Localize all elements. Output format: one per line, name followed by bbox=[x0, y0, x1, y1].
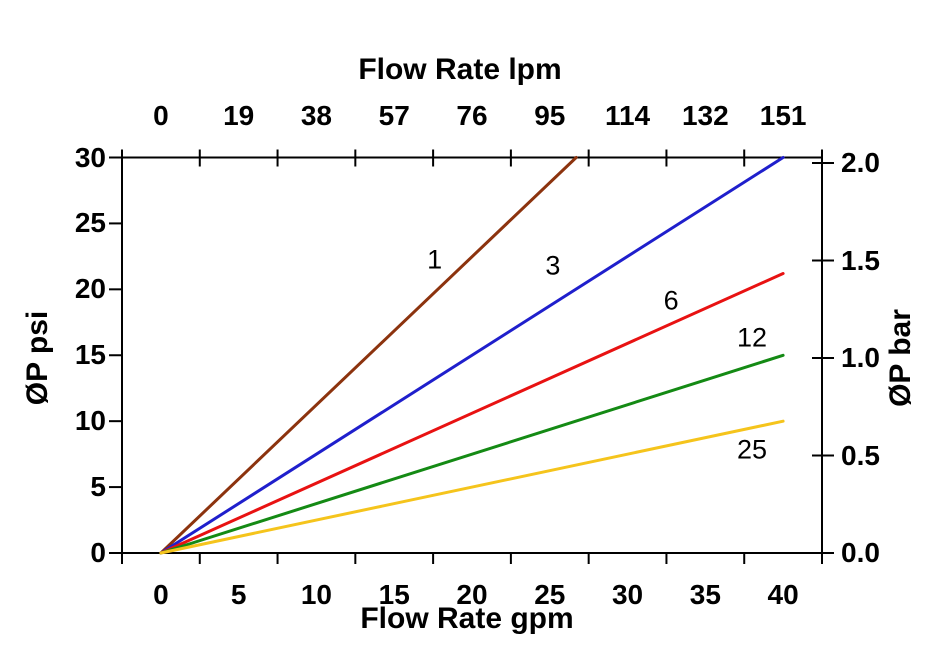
bottom-axis-tick-label: 10 bbox=[300, 579, 333, 610]
top-axis-tick-label: 76 bbox=[456, 100, 488, 131]
bottom-axis-tick-label: 25 bbox=[534, 579, 566, 610]
left-axis-tick-label: 20 bbox=[74, 273, 106, 305]
top-axis-tick-label: 114 bbox=[604, 100, 651, 131]
bottom-axis-tick-label: 15 bbox=[378, 579, 410, 610]
left-axis-tick-label: 25 bbox=[74, 207, 106, 239]
bottom-axis-tick-label: 20 bbox=[456, 579, 488, 610]
left-axis-tick-label: 30 bbox=[74, 141, 106, 173]
left-axis-tick-label: 5 bbox=[90, 471, 106, 503]
series-line-6 bbox=[159, 272, 785, 555]
bottom-axis-tick-label: 35 bbox=[689, 579, 721, 610]
series-line-3 bbox=[159, 156, 785, 555]
right-axis-tick-label: 1.5 bbox=[841, 244, 880, 276]
right-axis-tick-label: 1.0 bbox=[841, 342, 880, 373]
top-axis-tick-label: 132 bbox=[681, 100, 729, 131]
top-axis-title: Flow Rate lpm bbox=[358, 53, 562, 86]
top-axis-tick-label: 57 bbox=[378, 100, 410, 131]
bottom-axis-tick-label: 30 bbox=[611, 579, 644, 610]
series-line-1 bbox=[159, 156, 578, 555]
series-label-1: 1 bbox=[427, 244, 443, 275]
bottom-axis-tick-label: 0 bbox=[153, 579, 169, 610]
top-axis-tick-label: 95 bbox=[534, 100, 566, 131]
top-axis-tick-label: 38 bbox=[300, 100, 333, 131]
left-axis-tick-label: 10 bbox=[74, 405, 106, 437]
series-line-25 bbox=[159, 419, 785, 555]
top-axis-tick-label: 151 bbox=[759, 100, 807, 131]
series-label-25: 25 bbox=[736, 434, 768, 465]
series-line-12 bbox=[159, 353, 785, 555]
series-label-6: 6 bbox=[663, 285, 679, 316]
top-axis-tick-label: 19 bbox=[223, 100, 255, 131]
series-label-12: 12 bbox=[736, 322, 768, 353]
right-axis-tick-label: 0.5 bbox=[841, 439, 880, 471]
top-axis-tick-label: 0 bbox=[153, 100, 169, 131]
series-label-3: 3 bbox=[545, 250, 561, 281]
right-axis-tick-label: 0.0 bbox=[841, 537, 880, 568]
bottom-axis-tick-label: 5 bbox=[230, 579, 247, 610]
right-axis-tick-label: 2.0 bbox=[841, 147, 880, 178]
left-axis-tick-label: 15 bbox=[74, 339, 106, 371]
bottom-axis-tick-label: 40 bbox=[767, 579, 799, 610]
bottom-axis-title: Flow Rate gpm bbox=[360, 602, 574, 635]
left-axis-tick-label: 0 bbox=[90, 537, 106, 568]
